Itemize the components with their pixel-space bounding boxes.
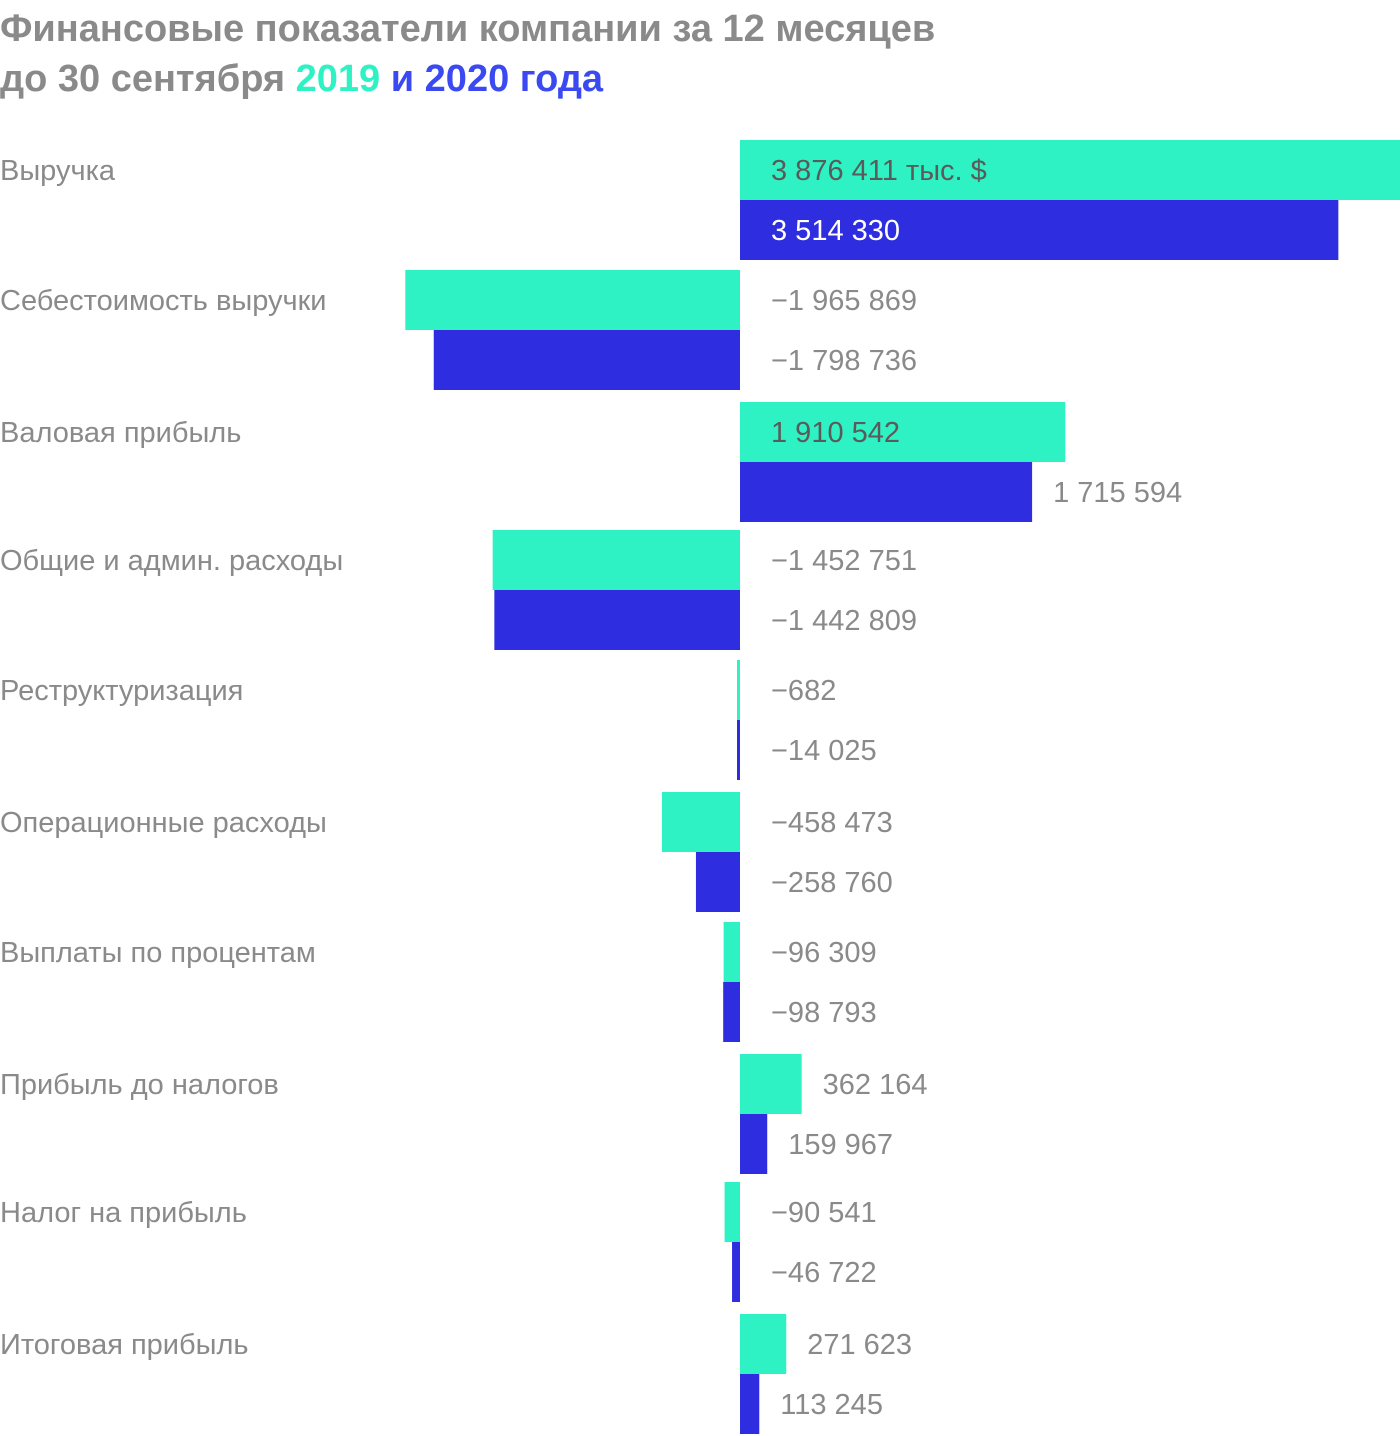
- bar-2019: [737, 660, 740, 720]
- category-label: Себестоимость выручки: [0, 285, 327, 317]
- value-label-2020: −1 442 809: [771, 605, 917, 637]
- value-label-2020: −14 025: [771, 735, 877, 767]
- value-label-2020: −98 793: [771, 997, 877, 1029]
- value-label-2020: −46 722: [771, 1257, 877, 1289]
- bar-2019: [661, 792, 740, 852]
- category-label: Итоговая прибыль: [0, 1329, 248, 1361]
- value-label-2020: 113 245: [780, 1389, 883, 1421]
- bar-2019: [740, 1054, 802, 1114]
- bar-2019: [723, 922, 740, 982]
- category-label: Выплаты по процентам: [0, 937, 316, 969]
- value-label-2019: −90 541: [771, 1197, 877, 1229]
- title-year-2019: 2019: [295, 58, 381, 100]
- chart-title: Финансовые показатели компании за 12 мес…: [0, 4, 1400, 104]
- category-label: Выручка: [0, 155, 116, 187]
- title-line2-prefix: до 30 сентября: [0, 58, 296, 100]
- value-label-2019: 1 910 542: [771, 417, 900, 449]
- bar-2020: [737, 720, 740, 780]
- category-label: Общие и админ. расходы: [0, 545, 343, 577]
- value-label-2019: −96 309: [771, 937, 877, 969]
- category-label: Операционные расходы: [0, 807, 327, 839]
- value-label-2019: 271 623: [807, 1329, 912, 1361]
- value-label-2020: 1 715 594: [1053, 477, 1182, 509]
- value-label-2019: 362 164: [823, 1069, 928, 1101]
- category-label: Прибыль до налогов: [0, 1069, 279, 1101]
- category-label: Валовая прибыль: [0, 417, 241, 449]
- bar-2020: [740, 200, 1339, 260]
- value-label-2020: −258 760: [771, 867, 893, 899]
- bar-2019: [405, 270, 740, 330]
- bar-2019: [740, 140, 1400, 200]
- bar-2020: [433, 330, 740, 390]
- bar-2020: [723, 982, 740, 1042]
- bar-2019: [740, 1314, 787, 1374]
- bar-2020: [740, 1114, 768, 1174]
- bar-2020: [494, 590, 740, 650]
- title-line1: Финансовые показатели компании за 12 мес…: [0, 8, 936, 50]
- value-label-2020: 3 514 330: [771, 215, 900, 247]
- category-label: Реструктуризация: [0, 675, 243, 707]
- value-label-2020: −1 798 736: [771, 345, 917, 377]
- value-label-2019: −682: [771, 675, 836, 707]
- value-label-2019: −1 965 869: [771, 285, 917, 317]
- bar-2019: [724, 1182, 740, 1242]
- value-label-2019: −458 473: [771, 807, 893, 839]
- category-label: Налог на прибыль: [0, 1197, 247, 1229]
- title-year-2020: 2020: [424, 58, 510, 100]
- title-line2-suffix: года: [509, 58, 604, 100]
- title-conjunction: и: [380, 58, 425, 100]
- value-label-2019: 3 876 411 тыс. $: [771, 155, 987, 187]
- bar-2020: [740, 462, 1033, 522]
- bar-2020: [732, 1242, 740, 1302]
- bar-2020: [695, 852, 740, 912]
- bar-2019: [740, 402, 1066, 462]
- bar-2019: [492, 530, 740, 590]
- bar-2020: [740, 1374, 760, 1434]
- value-label-2020: 159 967: [788, 1129, 893, 1161]
- value-label-2019: −1 452 751: [771, 545, 917, 577]
